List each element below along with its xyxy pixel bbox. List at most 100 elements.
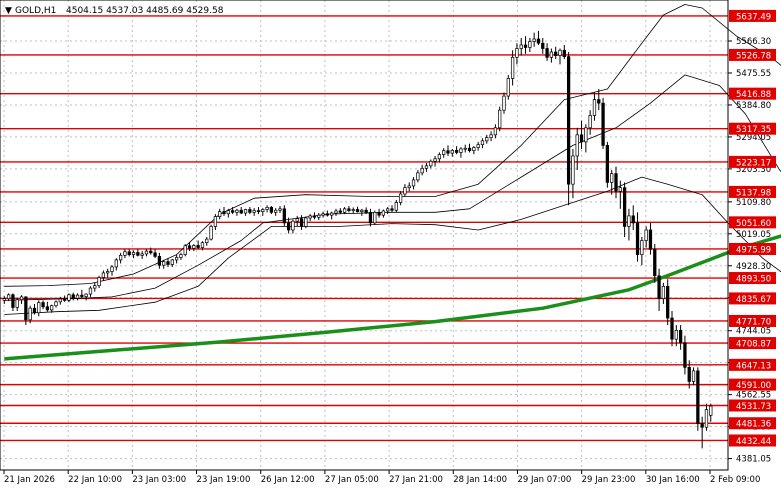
candle-body [549,51,554,58]
time-label: 2 Feb 09:00 [710,475,760,485]
level-label: 4481.36 [736,420,771,430]
candle-body [286,222,291,231]
candle-body [239,209,243,214]
level-label: 4647.13 [736,361,771,371]
price-tick-label: 4381.05 [736,455,771,465]
level-label: 4975.99 [736,245,771,255]
candle-body [541,42,545,49]
candle-body [480,140,485,146]
candle-body [661,285,666,300]
candle-body [84,293,88,297]
candle-body [278,208,282,211]
candle-body [2,298,6,301]
candle-body [485,137,489,142]
candle-body [325,213,330,216]
level-label-bg [729,417,776,430]
candle-body [153,252,157,257]
time-label: 21 Jan 2026 [4,475,55,485]
candle-body [183,245,187,255]
candle-body [510,56,515,79]
candle-body [317,214,321,218]
level-label-bg [729,87,776,100]
candle-body [700,423,704,428]
candle-body [200,242,205,248]
time-label: 27 Jan 05:00 [325,475,379,485]
candle-body [597,99,601,104]
candle-body [498,109,502,129]
time-label: 28 Jan 14:00 [453,475,507,485]
candle-body [67,294,71,301]
candle-body [11,294,15,308]
level-label: 5223.17 [736,158,771,168]
candle-body [291,220,295,231]
plot-frame [0,0,729,471]
time-label: 26 Jan 12:00 [261,475,315,485]
candle-body [93,285,97,289]
candle-body [342,208,347,213]
candle-body [429,160,433,167]
candle-body [545,48,549,58]
candle-body [472,147,476,152]
candle-body [450,149,454,154]
candle-body [54,301,58,307]
candle-body [467,147,472,152]
candle-body [437,154,442,160]
candle-body [644,229,648,241]
candle-body [144,250,149,255]
level-label-bg [729,434,776,447]
candle-body [420,167,424,174]
candle-body [157,256,162,266]
candle-body [536,38,541,44]
candle-body [351,209,355,211]
level-label-bg [729,122,776,135]
candle-body [274,209,278,213]
candle-body [50,305,54,311]
price-tick-label: 5566.30 [736,37,771,47]
candle-body [463,147,467,150]
candle-body [28,307,32,321]
price-tick-label: 4744.05 [736,327,771,337]
header-arrow-icon[interactable]: ▼ [5,6,12,16]
candle-body [226,210,230,215]
candle-body [149,250,153,254]
level-lines [0,15,728,442]
level-label: 4531.73 [736,402,771,412]
level-label: 4893.50 [736,275,771,285]
candle-body [446,150,450,154]
candle-body [618,187,622,192]
candle-body [709,405,713,416]
price-tick-label: 5019.05 [736,230,771,240]
level-label-bg [729,242,776,255]
candle-body [381,210,386,216]
candle-body [118,254,123,261]
candle-body [407,185,411,189]
candle-body [605,145,610,183]
level-label: 5137.98 [736,188,771,198]
level-label: 5317.35 [736,125,771,135]
price-tick-label: 4928.30 [736,262,771,272]
candle-body [519,44,523,49]
candle-body [75,294,80,299]
bollinger-bands [4,4,781,315]
candle-body [704,409,709,428]
candle-body [592,99,597,116]
candle-body [411,179,416,187]
ma-line [4,234,781,361]
time-label: 23 Jan 19:00 [197,475,251,485]
candle-body [127,251,131,255]
candle-body [110,266,114,272]
level-label-bg [729,216,776,229]
candle-body [243,209,248,214]
candle-body [398,193,403,203]
candle-body [476,144,480,148]
candle-body [386,208,390,212]
header-symbol: GOLD,H1 [15,6,56,16]
candle-body [360,209,364,212]
level-label-bg [729,314,776,327]
time-label: 27 Jan 21:00 [389,475,443,485]
time-axis: 21 Jan 2026 22 Jan 10:00 23 Jan 03:00 23 Ja… [3,470,760,485]
candle-body [58,298,62,303]
candle-body [355,209,360,212]
moving-average [4,234,781,361]
